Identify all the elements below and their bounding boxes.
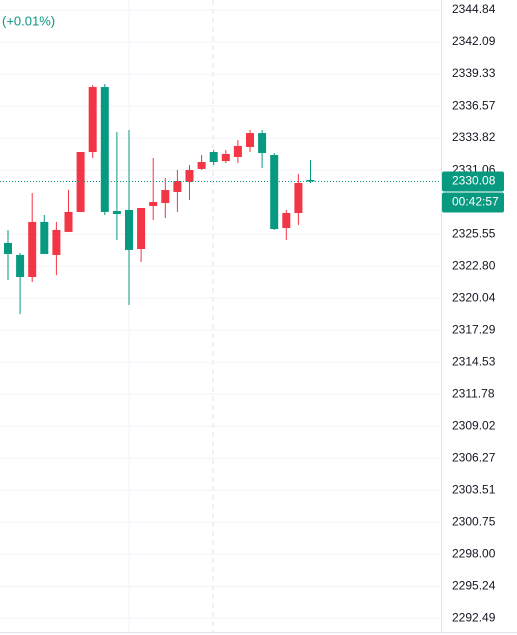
candle-body [197, 161, 206, 169]
y-tick-label: 2339.33 [452, 66, 496, 80]
candle-body [28, 221, 37, 278]
y-tick-label: 2344.84 [452, 2, 496, 16]
last-price-label: 2330.08 [452, 174, 496, 188]
candle-body [173, 181, 182, 192]
countdown-label: 00:42:57 [452, 195, 499, 209]
candle-body [112, 211, 121, 215]
grid [0, 9, 441, 619]
y-tick-label: 2317.29 [452, 322, 496, 336]
candle-body [233, 145, 242, 157]
candle-body [294, 183, 303, 213]
y-tick-label: 2314.53 [452, 354, 496, 368]
y-tick-label: 2303.51 [452, 482, 496, 496]
candle-body [161, 189, 170, 203]
y-tick-label: 2300.75 [452, 514, 496, 528]
price-axis: 2344.842342.092339.332336.572333.822331.… [452, 2, 496, 624]
candle-body [52, 229, 61, 255]
candle-body [282, 212, 291, 228]
candle-body [258, 133, 267, 154]
candle-body [270, 155, 279, 230]
candle-body [76, 151, 85, 212]
y-tick-label: 2322.80 [452, 258, 496, 272]
candle-body [246, 133, 254, 147]
candle-body [306, 179, 315, 182]
candle-body [209, 151, 218, 162]
y-tick-label: 2320.04 [452, 290, 496, 304]
plot [0, 84, 441, 314]
y-tick-label: 2292.49 [452, 610, 496, 624]
candle-body [88, 87, 97, 152]
candle-body [125, 209, 133, 250]
y-tick-label: 2295.24 [452, 579, 496, 593]
price-labels: 2330.08 00:42:57 [442, 171, 504, 213]
candle-body [185, 169, 194, 182]
candle-body [64, 211, 73, 232]
candle-body [137, 207, 146, 250]
y-tick-label: 2336.57 [452, 98, 496, 112]
candle-body [100, 87, 109, 212]
y-tick-label: 2333.82 [452, 130, 496, 144]
candle-body [4, 242, 12, 255]
countdown-box [442, 192, 504, 213]
y-tick-label: 2311.78 [452, 386, 495, 400]
y-tick-label: 2298.00 [452, 546, 496, 560]
candle-body [16, 254, 25, 278]
candle-body [221, 153, 230, 162]
y-tick-label: 2342.09 [452, 34, 496, 48]
y-tick-label: 2309.02 [452, 418, 496, 432]
change-label: (+0.01%) [2, 13, 55, 28]
y-tick-label: 2325.55 [452, 226, 496, 240]
y-tick-label: 2306.27 [452, 450, 496, 464]
candle-body [149, 201, 158, 207]
candle-body [40, 221, 49, 255]
last-price-box [442, 171, 504, 192]
